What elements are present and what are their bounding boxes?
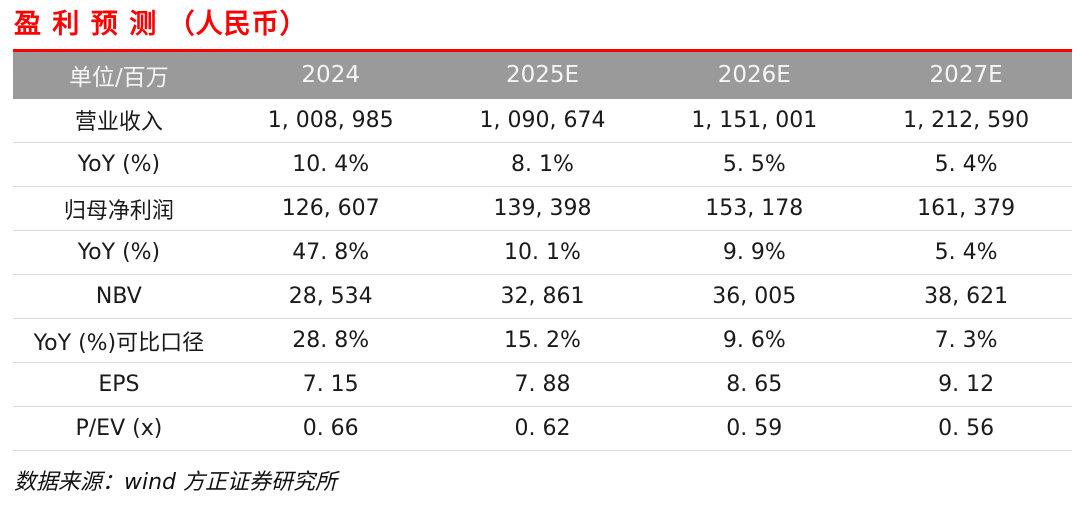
value-cell: 1, 090, 674 — [436, 98, 649, 143]
value-cell: 0. 59 — [648, 406, 861, 451]
row-label-cell: YoY (%)可比口径 — [13, 318, 225, 363]
value-cell: 36, 005 — [648, 274, 861, 319]
value-cell: 9. 9% — [648, 230, 861, 275]
page-title: 盈 利 预 测 （人民币） — [14, 9, 308, 40]
table-row: 营业收入 1, 008, 985 1, 090, 674 1, 151, 001 1, … — [13, 98, 1072, 143]
value-cell: 5. 4% — [860, 142, 1072, 187]
value-cell: 0. 66 — [224, 406, 437, 451]
value-cell: 153, 178 — [648, 186, 861, 231]
data-source-note: 数据来源：wind 方正证券研究所 — [14, 470, 338, 495]
row-label-cell: YoY (%) — [13, 230, 225, 275]
value-cell: 47. 8% — [224, 230, 437, 275]
value-cell: 9. 6% — [648, 318, 861, 363]
value-cell: 32, 861 — [436, 274, 649, 319]
table-row: YoY (%) 47. 8% 10. 1% 9. 9% 5. 4% — [13, 230, 1072, 275]
value-cell: 10. 1% — [436, 230, 649, 275]
value-cell: 0. 62 — [436, 406, 649, 451]
value-cell: 28, 534 — [224, 274, 437, 319]
value-cell: 1, 008, 985 — [224, 98, 437, 143]
value-cell: 5. 5% — [648, 142, 861, 187]
column-header: 2024 — [224, 50, 437, 99]
value-cell: 0. 56 — [860, 406, 1072, 451]
value-cell: 10. 4% — [224, 142, 437, 187]
row-label-cell: P/EV (x) — [13, 406, 225, 451]
value-cell: 5. 4% — [860, 230, 1072, 275]
value-cell: 161, 379 — [860, 186, 1072, 231]
column-header: 2025E — [436, 50, 649, 99]
row-label-cell: NBV — [13, 274, 225, 319]
value-cell: 1, 212, 590 — [860, 98, 1072, 143]
value-cell: 28. 8% — [224, 318, 437, 363]
table-body: 营业收入 1, 008, 985 1, 090, 674 1, 151, 001 1, … — [13, 98, 1072, 451]
value-cell: 1, 151, 001 — [648, 98, 861, 143]
table-head: 单位/百万 2024 2025E 2026E 2027E — [13, 50, 1072, 99]
value-cell: 126, 607 — [224, 186, 437, 231]
value-cell: 8. 1% — [436, 142, 649, 187]
row-label-cell: 营业收入 — [13, 98, 225, 143]
table-row: YoY (%)可比口径 28. 8% 15. 2% 9. 6% 7. 3% — [13, 318, 1072, 363]
table-row: YoY (%) 10. 4% 8. 1% 5. 5% 5. 4% — [13, 142, 1072, 187]
table-row: P/EV (x) 0. 66 0. 62 0. 59 0. 56 — [13, 406, 1072, 451]
table-row: EPS 7. 15 7. 88 8. 65 9. 12 — [13, 362, 1072, 407]
column-header: 单位/百万 — [13, 50, 225, 99]
value-cell: 139, 398 — [436, 186, 649, 231]
row-label-cell: EPS — [13, 362, 225, 407]
value-cell: 7. 3% — [860, 318, 1072, 363]
table-row: NBV 28, 534 32, 861 36, 005 38, 621 — [13, 274, 1072, 319]
value-cell: 38, 621 — [860, 274, 1072, 319]
table-header-row: 单位/百万 2024 2025E 2026E 2027E — [13, 50, 1072, 99]
column-header: 2026E — [648, 50, 861, 99]
value-cell: 7. 88 — [436, 362, 649, 407]
report-page: 盈 利 预 测 （人民币） 单位/百万 2024 2025E 2026E 2027E 营… — [0, 8, 1080, 520]
value-cell: 7. 15 — [224, 362, 437, 407]
column-header: 2027E — [860, 50, 1072, 99]
value-cell: 15. 2% — [436, 318, 649, 363]
table-row: 归母净利润 126, 607 139, 398 153, 178 161, 379 — [13, 186, 1072, 231]
profit-forecast-table: 单位/百万 2024 2025E 2026E 2027E 营业收入 1, 008, 985… — [13, 49, 1072, 451]
row-label-cell: 归母净利润 — [13, 186, 225, 231]
value-cell: 8. 65 — [648, 362, 861, 407]
value-cell: 9. 12 — [860, 362, 1072, 407]
row-label-cell: YoY (%) — [13, 142, 225, 187]
